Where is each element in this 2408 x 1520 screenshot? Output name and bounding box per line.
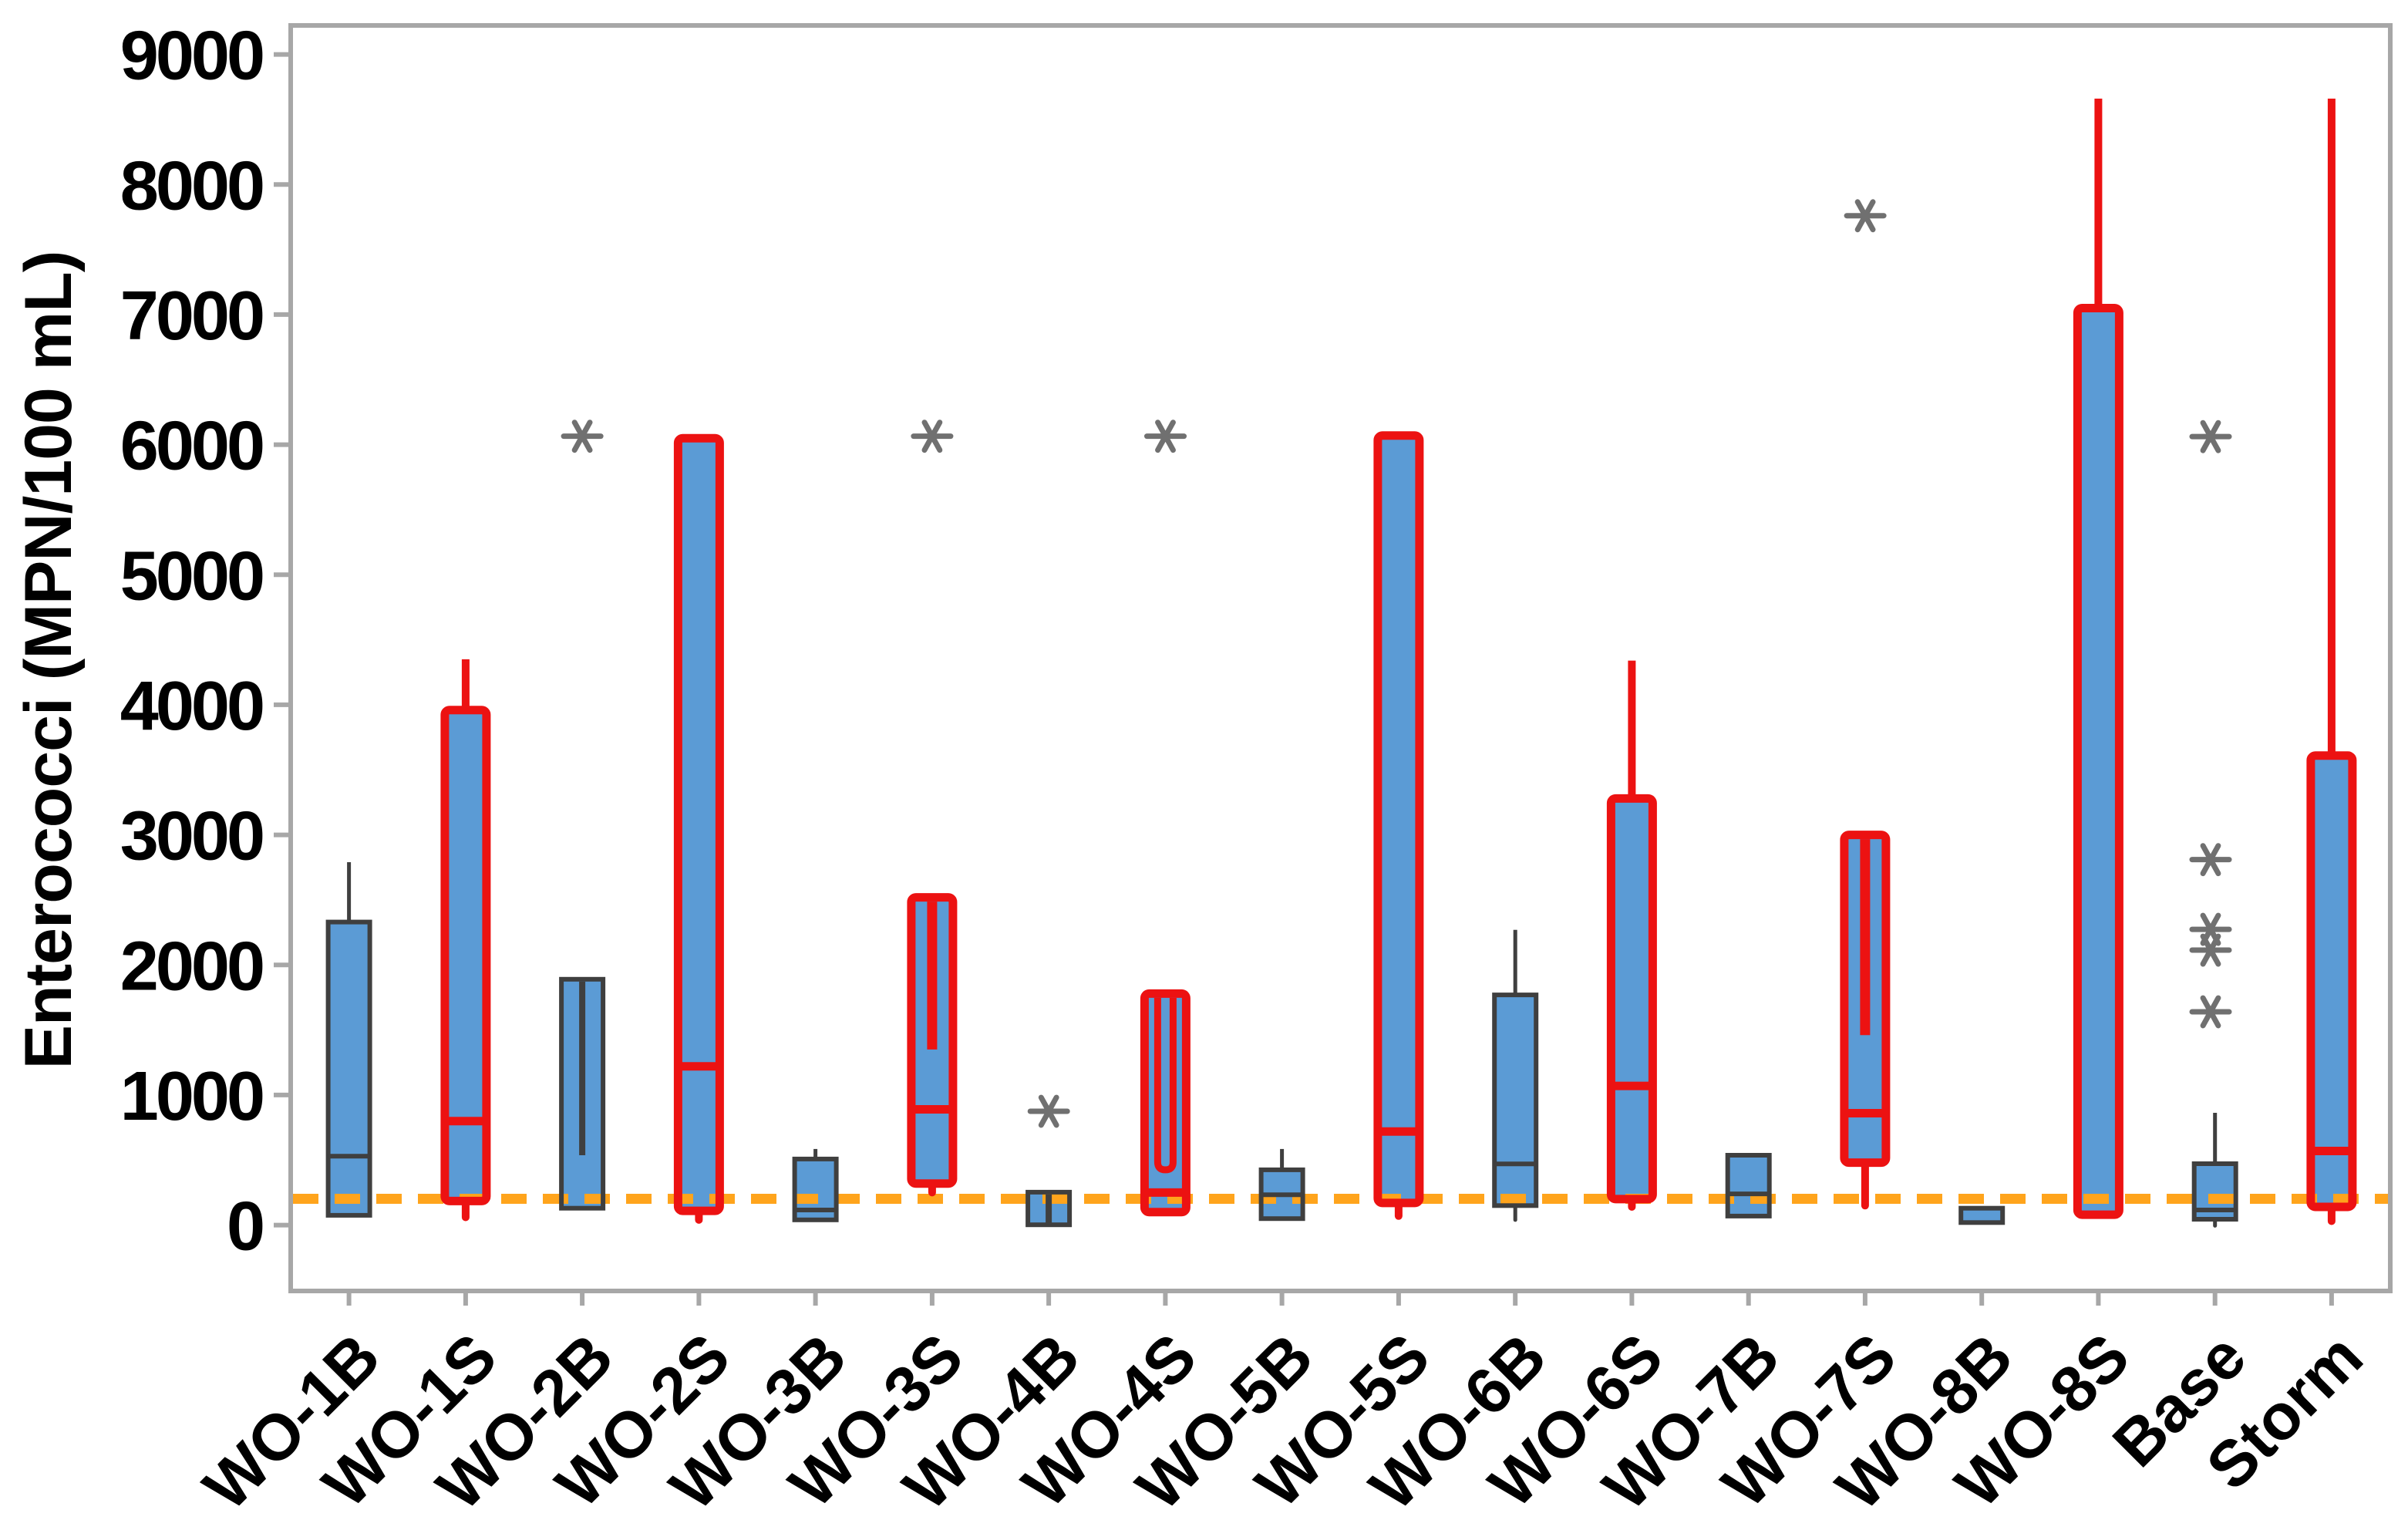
svg-text:5000: 5000 (120, 538, 263, 615)
svg-text:4000: 4000 (120, 668, 263, 745)
svg-text:Enterococci (MPN/100 mL): Enterococci (MPN/100 mL) (12, 251, 86, 1070)
svg-text:1000: 1000 (120, 1058, 263, 1135)
svg-text:3000: 3000 (120, 798, 263, 875)
svg-text:9000: 9000 (120, 18, 263, 95)
svg-text:0: 0 (227, 1188, 263, 1266)
svg-text:2000: 2000 (120, 928, 263, 1005)
svg-text:6000: 6000 (120, 408, 263, 485)
svg-text:7000: 7000 (120, 278, 263, 355)
svg-text:8000: 8000 (120, 147, 263, 224)
